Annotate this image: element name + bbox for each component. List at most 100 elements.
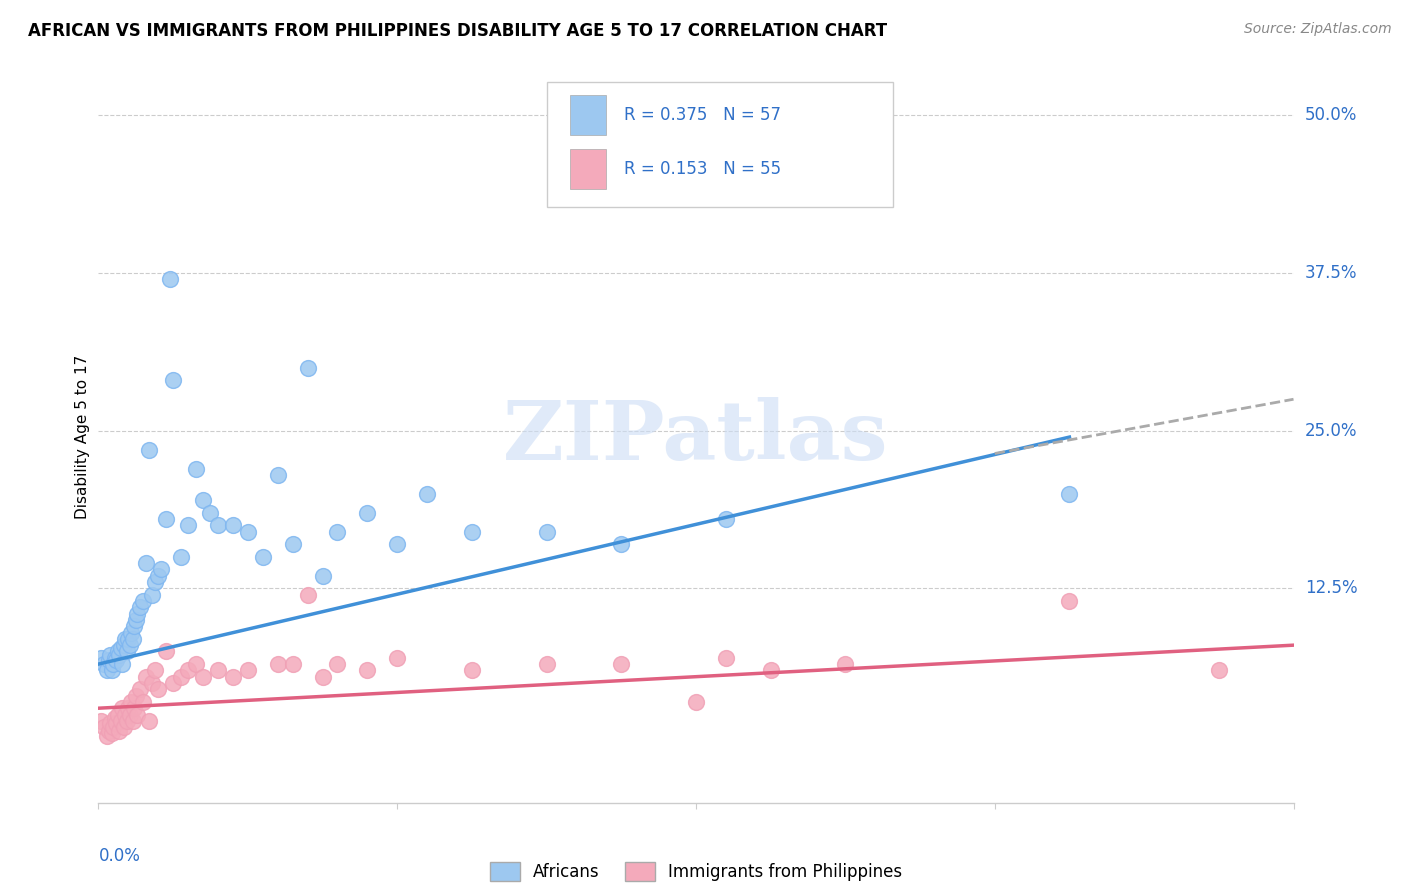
Point bbox=[96, 664, 118, 678]
Point bbox=[536, 657, 558, 671]
Point bbox=[356, 506, 378, 520]
Text: 0.0%: 0.0% bbox=[98, 847, 141, 864]
Text: R = 0.375   N = 57: R = 0.375 N = 57 bbox=[624, 106, 782, 124]
Point bbox=[326, 524, 349, 539]
Point bbox=[121, 714, 143, 728]
Point bbox=[191, 493, 214, 508]
Point bbox=[124, 701, 146, 715]
Text: Source: ZipAtlas.com: Source: ZipAtlas.com bbox=[1244, 22, 1392, 37]
Point bbox=[267, 467, 290, 482]
Point bbox=[104, 711, 127, 725]
Point bbox=[110, 714, 132, 728]
Point bbox=[177, 518, 200, 533]
Point bbox=[103, 720, 125, 734]
Point bbox=[124, 619, 146, 633]
Point bbox=[536, 524, 558, 539]
Text: 12.5%: 12.5% bbox=[1305, 580, 1357, 598]
Point bbox=[121, 632, 143, 646]
Point bbox=[281, 657, 304, 671]
Point bbox=[105, 716, 128, 731]
Point bbox=[132, 594, 155, 608]
Point bbox=[107, 644, 129, 658]
Point bbox=[685, 695, 707, 709]
Point bbox=[610, 537, 633, 551]
Point bbox=[184, 657, 207, 671]
Point bbox=[132, 695, 155, 709]
Point bbox=[138, 714, 160, 728]
Point bbox=[155, 644, 177, 658]
Point bbox=[1059, 594, 1081, 608]
Point bbox=[385, 537, 409, 551]
Point bbox=[118, 707, 141, 722]
Text: 37.5%: 37.5% bbox=[1305, 264, 1357, 282]
Point bbox=[97, 653, 120, 667]
Point bbox=[1208, 664, 1230, 678]
Point bbox=[120, 625, 142, 640]
Point bbox=[267, 657, 290, 671]
Point bbox=[169, 670, 191, 684]
Point bbox=[135, 670, 157, 684]
Point bbox=[107, 707, 129, 722]
Text: AFRICAN VS IMMIGRANTS FROM PHILIPPINES DISABILITY AGE 5 TO 17 CORRELATION CHART: AFRICAN VS IMMIGRANTS FROM PHILIPPINES D… bbox=[28, 22, 887, 40]
Point bbox=[138, 442, 160, 457]
Point bbox=[143, 664, 166, 678]
Y-axis label: Disability Age 5 to 17: Disability Age 5 to 17 bbox=[75, 355, 90, 519]
Point bbox=[101, 664, 124, 678]
Point bbox=[125, 689, 148, 703]
Point bbox=[118, 638, 141, 652]
Text: 50.0%: 50.0% bbox=[1305, 106, 1357, 125]
Point bbox=[610, 657, 633, 671]
Point bbox=[236, 524, 259, 539]
Point bbox=[114, 707, 136, 722]
Point bbox=[177, 664, 200, 678]
FancyBboxPatch shape bbox=[571, 95, 606, 136]
FancyBboxPatch shape bbox=[571, 149, 606, 189]
Point bbox=[356, 664, 378, 678]
Point bbox=[117, 632, 139, 646]
Point bbox=[127, 607, 149, 621]
Point bbox=[252, 549, 274, 564]
Point bbox=[714, 512, 737, 526]
Point bbox=[112, 638, 135, 652]
Point bbox=[159, 272, 181, 286]
Point bbox=[98, 648, 122, 663]
Point bbox=[834, 657, 856, 671]
Point bbox=[103, 657, 125, 671]
Point bbox=[114, 632, 136, 646]
Point bbox=[326, 657, 349, 671]
Point bbox=[222, 670, 245, 684]
Point bbox=[311, 670, 333, 684]
Text: R = 0.153   N = 55: R = 0.153 N = 55 bbox=[624, 160, 782, 178]
Point bbox=[112, 720, 135, 734]
Point bbox=[141, 676, 163, 690]
Point bbox=[115, 714, 138, 728]
Point bbox=[207, 664, 229, 678]
Point bbox=[96, 729, 118, 743]
Point bbox=[90, 650, 112, 665]
Point bbox=[97, 723, 120, 738]
Point bbox=[162, 373, 184, 387]
Text: 25.0%: 25.0% bbox=[1305, 422, 1357, 440]
Text: ZIPatlas: ZIPatlas bbox=[503, 397, 889, 477]
Point bbox=[108, 648, 131, 663]
FancyBboxPatch shape bbox=[547, 82, 893, 207]
Point bbox=[200, 506, 222, 520]
Point bbox=[117, 701, 139, 715]
Point bbox=[416, 487, 439, 501]
Point bbox=[93, 657, 115, 671]
Point bbox=[148, 682, 170, 697]
Point bbox=[127, 707, 149, 722]
Point bbox=[236, 664, 259, 678]
Legend: Africans, Immigrants from Philippines: Africans, Immigrants from Philippines bbox=[481, 854, 911, 889]
Point bbox=[111, 701, 134, 715]
Point bbox=[297, 360, 319, 375]
Point bbox=[148, 569, 170, 583]
Point bbox=[141, 588, 163, 602]
Point bbox=[461, 524, 484, 539]
Point bbox=[129, 682, 152, 697]
Point bbox=[834, 184, 856, 198]
Point bbox=[1059, 487, 1081, 501]
Point bbox=[155, 512, 177, 526]
Point bbox=[714, 650, 737, 665]
Point bbox=[281, 537, 304, 551]
